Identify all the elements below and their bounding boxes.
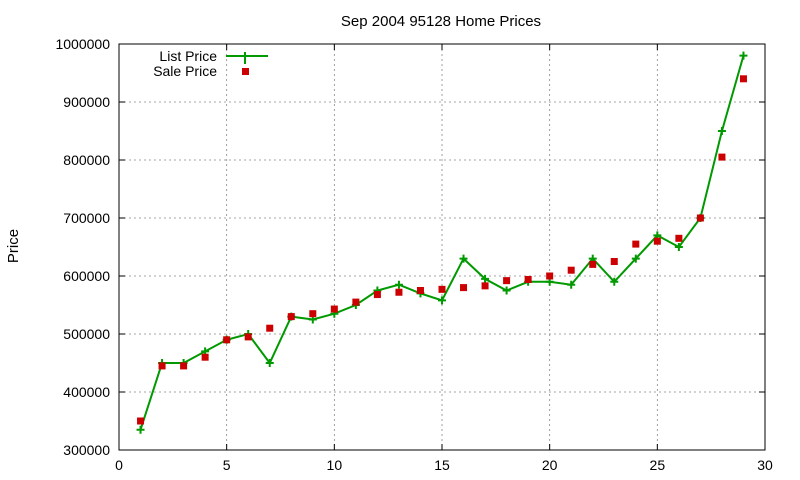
point-sale-price <box>675 234 683 242</box>
point-list-price <box>567 280 576 289</box>
point-sale-price <box>352 298 360 306</box>
point-sale-price <box>438 285 446 293</box>
point-sale-price <box>460 284 468 292</box>
point-sale-price <box>416 287 424 294</box>
point-list-price <box>717 127 726 135</box>
legend-label-sale-price: Sale Price <box>153 63 217 79</box>
legend-plus-marker <box>241 52 249 64</box>
point-sale-price <box>503 277 511 285</box>
point-list-price <box>265 359 274 367</box>
axis-ticks: 300000 400000 500000 600000 700000 800000 9000… <box>55 36 773 473</box>
x-tick-label: 25 <box>650 457 666 473</box>
point-sale-price <box>481 282 489 290</box>
y-tick-label: 500000 <box>63 326 110 342</box>
y-tick-label: 1000000 <box>55 36 110 52</box>
point-list-price <box>438 296 446 305</box>
y-tick-label: 900000 <box>63 94 110 110</box>
point-sale-price <box>137 417 145 425</box>
point-sale-price <box>395 288 403 296</box>
point-sale-price <box>524 275 532 283</box>
series-line-list-price <box>139 55 745 431</box>
point-sale-price <box>567 266 575 274</box>
legend-square-marker <box>242 68 249 75</box>
y-axis-label: Price <box>5 229 22 263</box>
chart-title: Sep 2004 95128 Home Prices <box>341 13 541 30</box>
point-sale-price <box>330 305 338 313</box>
point-sale-price <box>739 75 747 83</box>
point-sale-price <box>223 336 231 344</box>
point-sale-price <box>589 260 597 268</box>
y-tick-label: 400000 <box>63 384 110 400</box>
y-tick-label: 300000 <box>63 442 110 458</box>
point-list-price <box>136 425 145 434</box>
x-tick-label: 15 <box>434 457 450 473</box>
y-tick-label: 800000 <box>63 152 110 168</box>
point-sale-price <box>546 272 554 280</box>
plot-frame <box>118 43 766 451</box>
x-tick-label: 20 <box>542 457 558 473</box>
series-layer <box>136 51 748 434</box>
y-tick-label: 700000 <box>63 210 110 226</box>
point-sale-price <box>718 153 726 161</box>
point-list-price <box>502 286 511 295</box>
y-tick-label: 600000 <box>63 268 110 284</box>
point-list-price <box>674 243 683 251</box>
point-list-price <box>631 254 640 263</box>
point-list-price <box>459 254 468 263</box>
point-sale-price <box>244 333 252 341</box>
x-tick-label: 5 <box>223 457 231 473</box>
point-sale-price <box>309 310 317 318</box>
x-tick-label: 30 <box>757 457 773 473</box>
grid <box>119 44 765 450</box>
legend: List Price Sale Price <box>153 48 268 79</box>
point-sale-price <box>653 237 661 245</box>
point-sale-price <box>266 324 274 332</box>
legend-label-list-price: List Price <box>159 48 217 64</box>
point-sale-price <box>696 214 704 222</box>
point-sale-price <box>632 240 640 248</box>
point-sale-price <box>287 313 295 321</box>
x-tick-label: 10 <box>327 457 343 473</box>
point-list-price <box>610 277 619 286</box>
point-sale-price <box>180 362 188 370</box>
point-sale-price <box>201 353 209 361</box>
point-list-price <box>739 51 748 60</box>
point-sale-price <box>373 291 381 299</box>
point-list-price <box>394 280 403 289</box>
point-sale-price <box>158 362 166 370</box>
point-sale-price <box>610 258 618 265</box>
point-list-price <box>481 274 490 283</box>
x-tick-label: 0 <box>115 457 123 473</box>
